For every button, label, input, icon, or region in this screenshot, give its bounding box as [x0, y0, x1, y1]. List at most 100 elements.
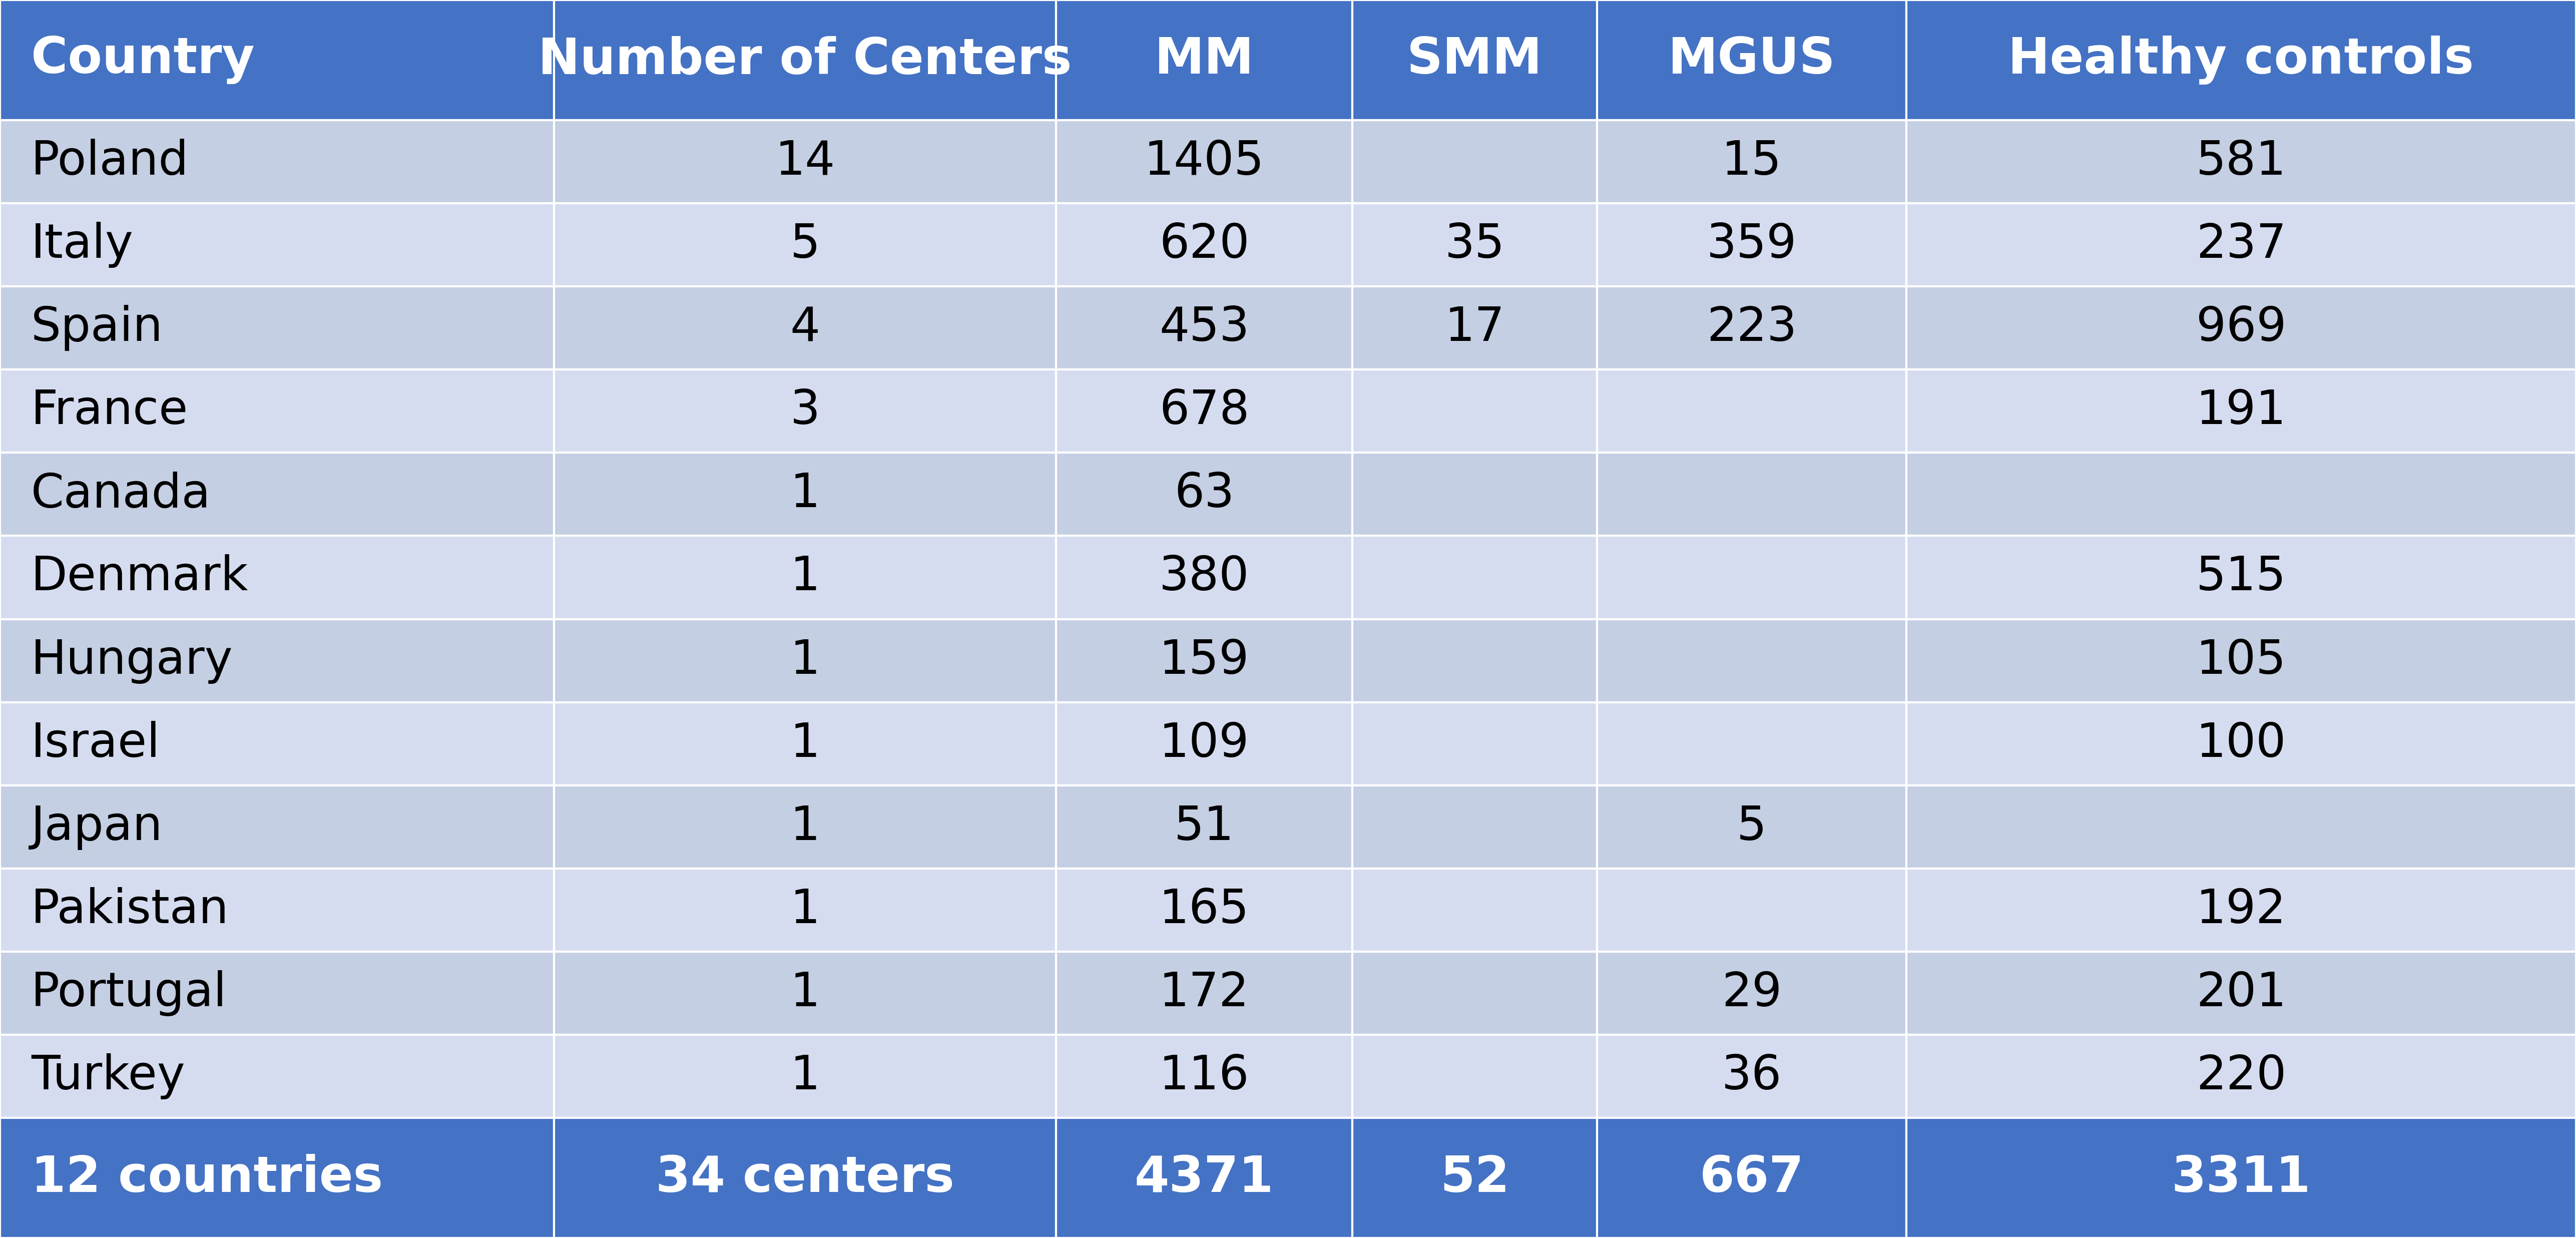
- Bar: [554, 702, 1056, 785]
- Bar: [1906, 0, 2576, 120]
- Bar: [0, 536, 554, 619]
- Bar: [1056, 286, 1352, 369]
- Bar: [554, 536, 1056, 619]
- Text: 359: 359: [1705, 222, 1798, 267]
- Text: 12 countries: 12 countries: [31, 1154, 384, 1202]
- Bar: [1597, 286, 1906, 369]
- Bar: [554, 1035, 1056, 1118]
- Bar: [1906, 785, 2576, 869]
- Text: 678: 678: [1159, 387, 1249, 435]
- Bar: [1056, 785, 1352, 869]
- Text: Israel: Israel: [31, 721, 160, 766]
- Bar: [0, 619, 554, 702]
- Bar: [554, 1118, 1056, 1238]
- Bar: [1056, 619, 1352, 702]
- Bar: [554, 203, 1056, 286]
- Bar: [554, 120, 1056, 203]
- Bar: [1906, 952, 2576, 1035]
- Bar: [1056, 120, 1352, 203]
- Bar: [1056, 203, 1352, 286]
- Bar: [1056, 952, 1352, 1035]
- Bar: [1906, 536, 2576, 619]
- Bar: [1906, 203, 2576, 286]
- Text: 100: 100: [2195, 721, 2287, 766]
- Bar: [0, 1118, 554, 1238]
- Bar: [1597, 453, 1906, 536]
- Bar: [554, 952, 1056, 1035]
- Text: 4: 4: [791, 305, 819, 352]
- Bar: [1056, 702, 1352, 785]
- Text: Hungary: Hungary: [31, 638, 232, 683]
- Bar: [554, 785, 1056, 869]
- Text: 5: 5: [1736, 803, 1767, 851]
- Text: 581: 581: [2195, 139, 2287, 184]
- Text: Japan: Japan: [31, 803, 162, 851]
- Text: 1: 1: [791, 472, 819, 517]
- Bar: [554, 453, 1056, 536]
- Bar: [1597, 619, 1906, 702]
- Text: Spain: Spain: [31, 305, 162, 352]
- Bar: [1906, 453, 2576, 536]
- Bar: [554, 869, 1056, 952]
- Text: 15: 15: [1721, 139, 1783, 184]
- Text: 192: 192: [2195, 886, 2287, 933]
- Text: Healthy controls: Healthy controls: [2009, 36, 2473, 84]
- Text: 620: 620: [1159, 222, 1249, 267]
- Bar: [1352, 1035, 1597, 1118]
- Bar: [1906, 286, 2576, 369]
- Text: 109: 109: [1159, 721, 1249, 766]
- Text: 1: 1: [791, 555, 819, 600]
- Text: 1: 1: [791, 886, 819, 933]
- Bar: [0, 952, 554, 1035]
- Text: 52: 52: [1440, 1154, 1510, 1202]
- Bar: [1597, 1118, 1906, 1238]
- Text: 1: 1: [791, 1054, 819, 1099]
- Text: 116: 116: [1159, 1054, 1249, 1099]
- Bar: [0, 120, 554, 203]
- Text: 17: 17: [1445, 305, 1504, 352]
- Bar: [1597, 702, 1906, 785]
- Bar: [1597, 0, 1906, 120]
- Text: MGUS: MGUS: [1667, 36, 1837, 84]
- Bar: [554, 0, 1056, 120]
- Bar: [1056, 869, 1352, 952]
- Text: 223: 223: [1705, 305, 1798, 352]
- Bar: [1597, 203, 1906, 286]
- Bar: [0, 203, 554, 286]
- Bar: [1352, 785, 1597, 869]
- Bar: [1056, 1118, 1352, 1238]
- Bar: [1906, 1118, 2576, 1238]
- Text: 35: 35: [1445, 222, 1504, 267]
- Bar: [1906, 1035, 2576, 1118]
- Text: 4371: 4371: [1133, 1154, 1275, 1202]
- Bar: [1906, 702, 2576, 785]
- Bar: [1352, 869, 1597, 952]
- Text: 1: 1: [791, 971, 819, 1016]
- Text: Canada: Canada: [31, 472, 211, 517]
- Text: 515: 515: [2195, 555, 2287, 600]
- Bar: [0, 1035, 554, 1118]
- Text: 1405: 1405: [1144, 139, 1265, 184]
- Bar: [1056, 453, 1352, 536]
- Text: 1: 1: [791, 803, 819, 851]
- Bar: [554, 369, 1056, 453]
- Bar: [1597, 369, 1906, 453]
- Bar: [1906, 120, 2576, 203]
- Bar: [1906, 619, 2576, 702]
- Text: Number of Centers: Number of Centers: [538, 36, 1072, 84]
- Bar: [554, 286, 1056, 369]
- Text: Pakistan: Pakistan: [31, 886, 229, 933]
- Bar: [1906, 869, 2576, 952]
- Text: 63: 63: [1175, 472, 1234, 517]
- Text: 29: 29: [1721, 971, 1783, 1016]
- Text: 201: 201: [2195, 971, 2287, 1016]
- Bar: [1597, 785, 1906, 869]
- Text: Portugal: Portugal: [31, 971, 227, 1016]
- Bar: [1056, 1035, 1352, 1118]
- Bar: [1352, 203, 1597, 286]
- Text: 3: 3: [791, 387, 819, 435]
- Bar: [1056, 536, 1352, 619]
- Bar: [1352, 952, 1597, 1035]
- Bar: [554, 619, 1056, 702]
- Bar: [1906, 369, 2576, 453]
